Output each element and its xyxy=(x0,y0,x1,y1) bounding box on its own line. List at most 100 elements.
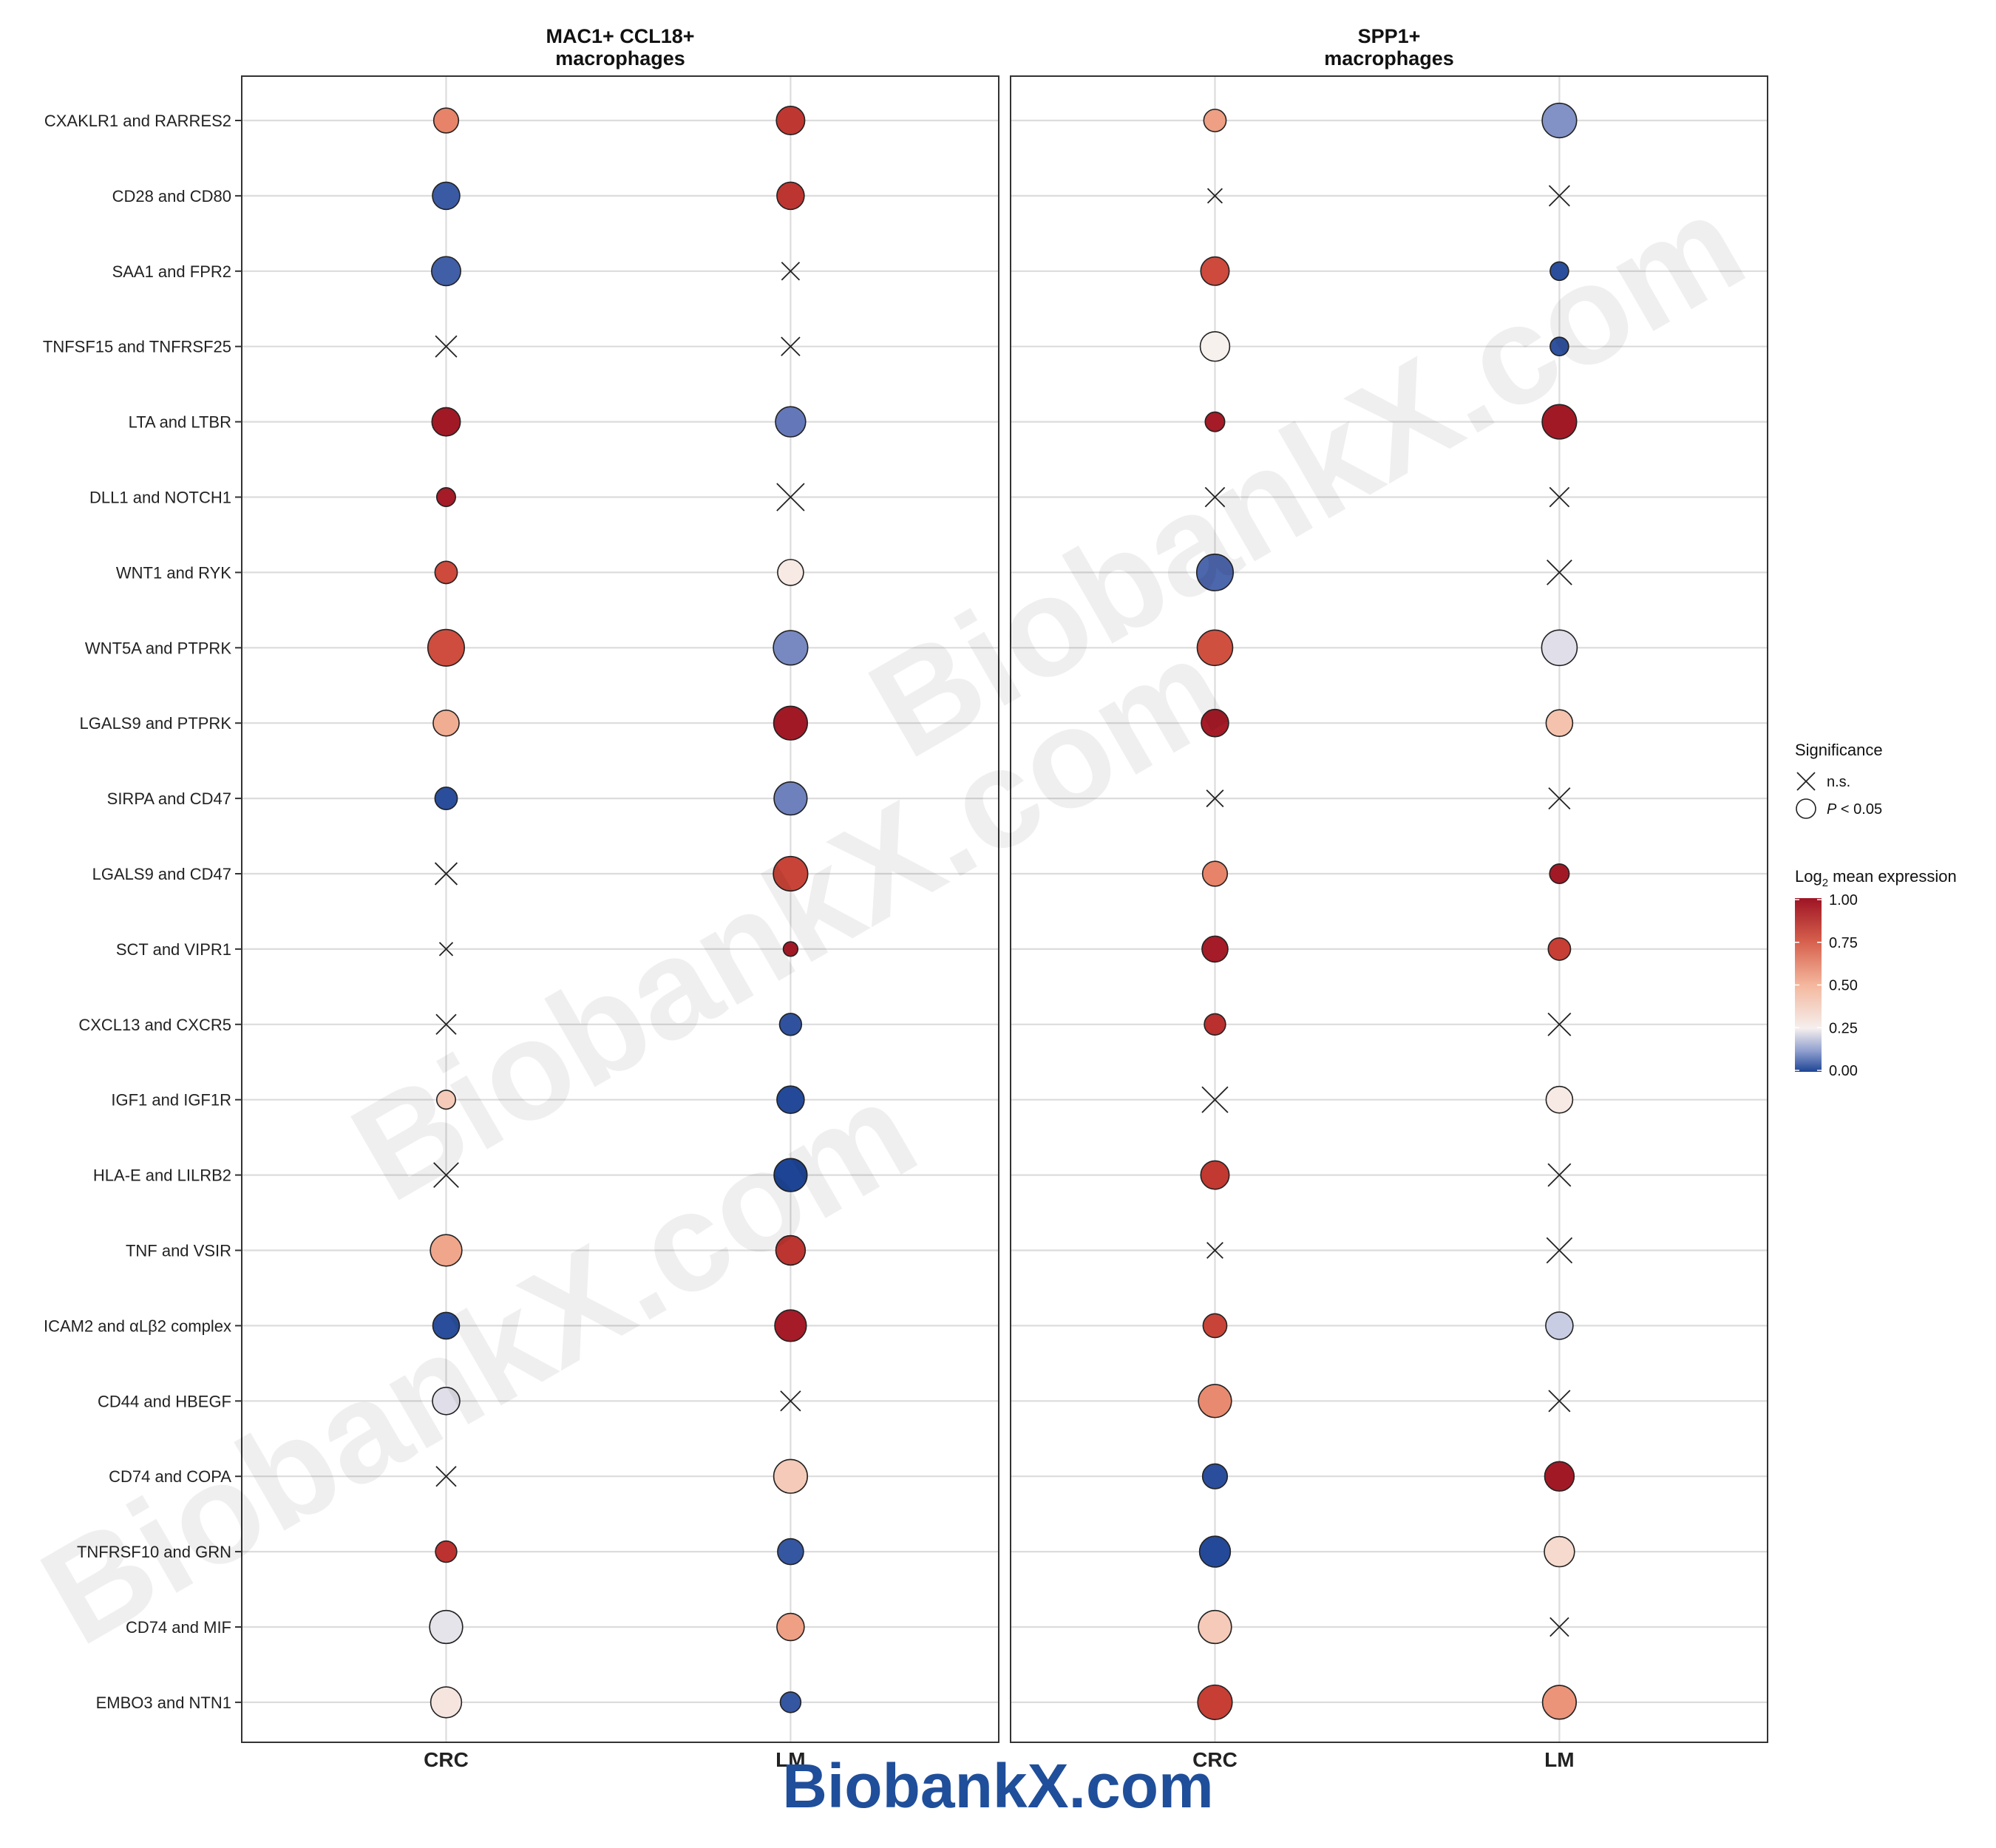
x-tick-label: LM xyxy=(775,1748,805,1771)
dot-significant xyxy=(435,1090,457,1110)
legend-sig-circle-icon xyxy=(1796,798,1816,819)
cross-not-significant xyxy=(1546,1237,1573,1264)
dot-significant xyxy=(1201,708,1229,738)
dot-significant xyxy=(776,1612,805,1642)
row-label: DLL1 and NOTCH1 xyxy=(89,489,231,507)
cross-not-significant xyxy=(435,1466,457,1487)
row-label: CD44 and HBEGF xyxy=(98,1392,231,1410)
legend-ns-cross-icon xyxy=(1796,772,1816,791)
dot-significant xyxy=(775,406,807,438)
row-label: TNF and VSIR xyxy=(126,1242,231,1260)
cross-not-significant xyxy=(1548,1390,1571,1413)
cross-not-significant xyxy=(1201,1086,1229,1113)
cross-stroke xyxy=(1546,1237,1573,1264)
dot-significant xyxy=(1201,860,1229,887)
dot-significant xyxy=(1544,1461,1575,1492)
cross-stroke xyxy=(438,942,454,957)
dot-significant xyxy=(773,855,809,892)
cross-not-significant xyxy=(435,1013,457,1035)
dot-significant xyxy=(427,628,466,667)
dot-significant xyxy=(1549,336,1569,356)
cross-stroke xyxy=(435,1466,457,1487)
dot-significant xyxy=(1199,330,1231,362)
cross-not-significant xyxy=(780,1390,801,1412)
cross-stroke xyxy=(1549,486,1570,508)
panel-layer xyxy=(241,75,1768,1743)
dot-significant xyxy=(435,486,457,508)
legend-p-label: P < 0.05 xyxy=(1827,801,1882,818)
cross-not-significant xyxy=(1547,560,1572,585)
cross-not-significant xyxy=(1548,185,1570,207)
cross-stroke xyxy=(781,336,801,356)
dot-significant xyxy=(432,1311,461,1340)
dot-significant xyxy=(1197,1684,1233,1720)
row-label: IGF1 and IGF1R xyxy=(111,1091,231,1110)
row-label: EMBO3 and NTN1 xyxy=(96,1694,231,1712)
row-label: SCT and VIPR1 xyxy=(116,940,231,959)
dot-significant xyxy=(1541,404,1578,440)
dot-significant xyxy=(432,1387,461,1416)
dot-significant xyxy=(434,560,458,585)
dot-significant xyxy=(434,787,458,811)
cross-stroke xyxy=(434,862,458,886)
dot-significant xyxy=(779,1691,802,1713)
cross-stroke xyxy=(433,1162,459,1188)
dot-significant xyxy=(777,559,804,586)
cross-not-significant xyxy=(434,862,458,886)
dot-significant xyxy=(778,1013,803,1036)
dot-significant xyxy=(1204,1013,1226,1036)
dot-significant xyxy=(773,1158,808,1192)
legend-p-italic: P xyxy=(1827,801,1837,818)
legend-significance-title: Significance xyxy=(1795,741,1883,759)
cross-not-significant xyxy=(435,335,458,358)
dot-significant xyxy=(1541,1685,1577,1720)
legend-color-title-prefix: Log xyxy=(1795,867,1822,886)
dot-significant xyxy=(435,1540,458,1563)
cross-not-significant xyxy=(1547,1012,1572,1036)
legend-color-title-sub: 2 xyxy=(1822,877,1828,889)
dot-significant xyxy=(1545,709,1574,738)
cross-not-significant xyxy=(1547,1163,1572,1187)
dot-significant xyxy=(1203,109,1227,132)
dot-significant xyxy=(774,1309,807,1342)
cross-stroke xyxy=(1206,1242,1223,1259)
cross-not-significant xyxy=(776,483,805,512)
x-tick-label: CRC xyxy=(1192,1748,1238,1771)
cross-stroke xyxy=(1548,185,1570,207)
dot-significant xyxy=(776,181,805,211)
cross-not-significant xyxy=(1204,486,1226,508)
dot-significant xyxy=(1545,1311,1574,1340)
cross-not-significant xyxy=(781,336,801,356)
dot-significant xyxy=(1196,629,1234,667)
row-label: CD74 and COPA xyxy=(109,1467,231,1486)
cross-stroke xyxy=(1549,1617,1569,1637)
footer-brand: BiobankX.com xyxy=(782,1751,1214,1821)
x-tick-label: CRC xyxy=(424,1748,469,1771)
dot-significant xyxy=(1541,629,1578,667)
panel-subtitle: macrophages xyxy=(1324,47,1454,69)
cross-not-significant xyxy=(1548,787,1571,810)
dot-significant xyxy=(1544,1535,1575,1568)
watermark-text: BiobankX.com xyxy=(845,164,1768,787)
cross-stroke xyxy=(1204,486,1226,508)
dot-significant xyxy=(1547,937,1572,961)
dot-significant xyxy=(1202,1313,1228,1339)
row-label: SIRPA and CD47 xyxy=(107,789,231,808)
legend-p-rest: < 0.05 xyxy=(1836,801,1882,818)
row-label: CXAKLR1 and RARRES2 xyxy=(44,112,231,130)
dot-significant xyxy=(431,407,461,437)
row-label: WNT1 and RYK xyxy=(116,563,231,582)
panel-title: MAC1+ CCL18+ xyxy=(546,25,694,47)
dot-significant xyxy=(775,106,806,136)
cross-stroke xyxy=(1206,188,1223,204)
dot-significant xyxy=(1201,935,1229,963)
dot-significant xyxy=(432,107,460,134)
legend-ns-label: n.s. xyxy=(1827,774,1850,790)
colorbar-tick-label: 0.25 xyxy=(1829,1020,1858,1036)
row-label: ICAM2 and αLβ2 complex xyxy=(44,1317,231,1335)
dot-significant xyxy=(777,1538,804,1566)
dot-significant xyxy=(1541,102,1578,139)
dot-significant xyxy=(430,1234,463,1267)
